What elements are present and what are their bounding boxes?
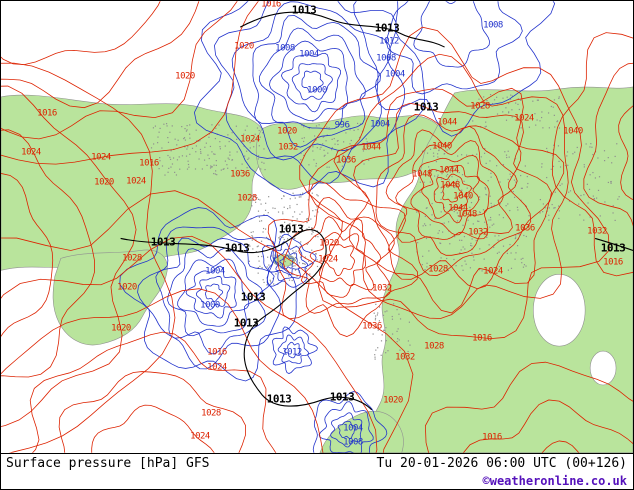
isobar-contours bbox=[1, 1, 633, 453]
landmass-southwest bbox=[52, 249, 168, 346]
pressure-map: 1013 1013 1013 1013 1013 1013 1013 1013 1013 1013… bbox=[1, 1, 633, 454]
map-title: Surface pressure [hPa] GFS bbox=[6, 456, 210, 471]
landmass-east bbox=[364, 86, 633, 453]
status-bar: Surface pressure [hPa] GFS Tu 20-01-2026… bbox=[1, 454, 633, 489]
map-timestamp: Tu 20-01-2026 06:00 UTC (00+126) bbox=[376, 456, 627, 471]
map-canvas bbox=[1, 1, 633, 453]
isobar-1013-lines bbox=[120, 11, 633, 411]
lakes bbox=[533, 274, 617, 386]
land-areas bbox=[1, 86, 633, 453]
copyright-link[interactable]: ©weatheronline.co.uk bbox=[482, 473, 628, 488]
